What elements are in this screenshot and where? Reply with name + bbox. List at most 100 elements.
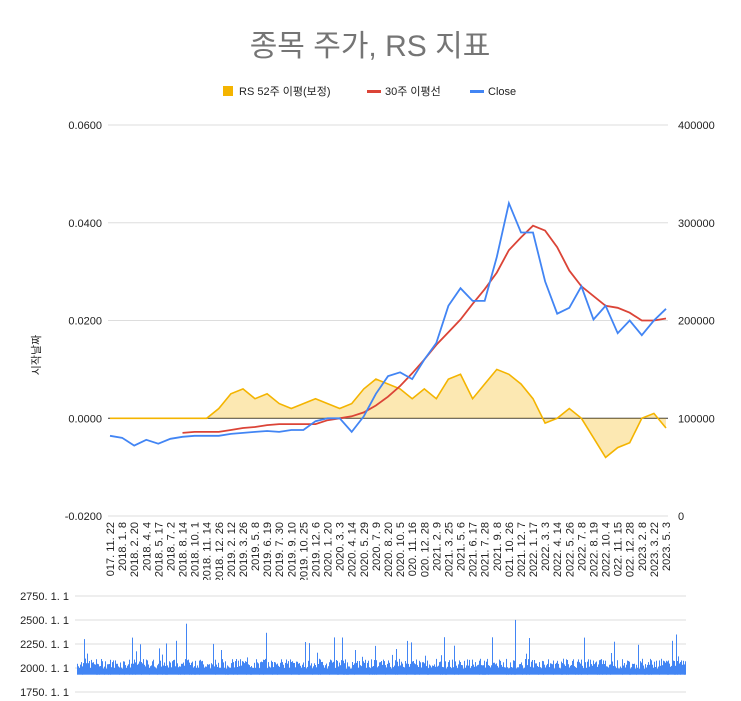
volume-bar xyxy=(658,666,659,675)
volume-bar xyxy=(126,667,127,675)
volume-bar xyxy=(323,665,324,675)
volume-bar xyxy=(680,662,681,675)
volume-bar xyxy=(544,664,545,675)
volume-bar xyxy=(564,664,565,675)
volume-bar xyxy=(433,665,434,675)
legend-swatch-rs xyxy=(223,86,233,96)
volume-bar xyxy=(510,662,511,675)
volume-bar xyxy=(382,664,383,675)
volume-bar xyxy=(275,662,276,675)
volume-bar xyxy=(647,664,648,675)
volume-bar xyxy=(468,665,469,675)
volume-bar xyxy=(214,666,215,675)
volume-bar xyxy=(350,668,351,675)
volume-bar xyxy=(128,664,129,675)
volume-bar xyxy=(448,662,449,675)
x-tick-label: 2019. 9. 10 xyxy=(286,522,298,577)
volume-bar xyxy=(240,659,241,675)
volume-bar xyxy=(357,661,358,675)
volume-bar xyxy=(591,664,592,675)
volume-bar xyxy=(587,661,588,675)
volume-bar xyxy=(498,667,499,675)
volume-bar xyxy=(209,664,210,675)
volume-bar xyxy=(483,665,484,675)
x-tick-label: 2018. 7. 2 xyxy=(165,522,177,571)
volume-bar xyxy=(337,660,338,675)
volume-bar xyxy=(391,668,392,675)
volume-bar xyxy=(493,662,494,675)
volume-bar xyxy=(425,655,426,675)
left-tick-label: 0.0600 xyxy=(68,120,102,132)
volume-bar xyxy=(594,664,595,675)
volume-bar xyxy=(310,665,311,675)
volume-bar xyxy=(606,666,607,675)
volume-bar xyxy=(259,668,260,675)
volume-bar xyxy=(622,659,623,675)
volume-bar xyxy=(414,663,415,675)
volume-bar xyxy=(119,667,120,675)
volume-bar xyxy=(542,660,543,675)
volume-bar xyxy=(685,661,686,675)
volume-bar xyxy=(148,664,149,675)
volume-bar xyxy=(568,664,569,675)
x-tick-label: 2020. 10. 5 xyxy=(395,522,407,577)
volume-bar xyxy=(628,661,629,675)
volume-bar xyxy=(232,659,233,675)
volume-bar xyxy=(570,665,571,675)
volume-bar xyxy=(233,662,234,675)
volume-bar xyxy=(303,662,304,675)
volume-bar xyxy=(673,660,674,675)
volume-bar xyxy=(682,664,683,675)
volume-bar xyxy=(395,660,396,675)
series-layer xyxy=(109,200,667,459)
volume-bar xyxy=(306,668,307,675)
x-tick-label: 2018. 10. 1 xyxy=(190,522,202,577)
volume-bar xyxy=(231,663,232,675)
volume-bar xyxy=(475,662,476,675)
x-tick-label: 022. 11. 15 xyxy=(613,522,625,576)
volume-bar xyxy=(160,660,161,675)
volume-bar xyxy=(359,661,360,675)
volume-bar xyxy=(617,660,618,675)
volume-tick-label: 2500. 1. 1 xyxy=(20,615,69,627)
volume-bar xyxy=(576,668,577,675)
volume-bar xyxy=(440,661,441,675)
volume-bar xyxy=(492,637,493,675)
volume-bar xyxy=(216,664,217,675)
volume-bar xyxy=(331,660,332,675)
volume-bar xyxy=(373,666,374,675)
volume-bar xyxy=(178,667,179,675)
volume-bar xyxy=(516,668,517,675)
volume-bar xyxy=(538,667,539,675)
volume-bar xyxy=(422,662,423,675)
volume-bar xyxy=(524,667,525,675)
volume-bar xyxy=(325,665,326,675)
volume-bar xyxy=(537,666,538,675)
volume-bar xyxy=(672,640,673,675)
volume-bar xyxy=(469,659,470,675)
volume-bar xyxy=(116,663,117,675)
volume-bar xyxy=(504,667,505,675)
volume-bar xyxy=(258,663,259,675)
volume-bar xyxy=(204,667,205,675)
volume-bar xyxy=(389,662,390,675)
volume-bar xyxy=(192,661,193,675)
volume-bar xyxy=(409,666,410,675)
volume-bar xyxy=(558,663,559,675)
volume-bar xyxy=(616,668,617,675)
volume-bar xyxy=(405,661,406,675)
x-tick-label: 2022. 8. 19 xyxy=(589,522,601,577)
volume-bar xyxy=(150,666,151,675)
volume-bar xyxy=(408,663,409,675)
volume-bar xyxy=(512,667,513,675)
volume-bar xyxy=(321,662,322,675)
volume-bar xyxy=(534,660,535,675)
volume-bar xyxy=(215,659,216,675)
volume-bar xyxy=(527,665,528,675)
volume-bar xyxy=(114,667,115,675)
volume-bar xyxy=(351,668,352,675)
volume-bar xyxy=(526,653,527,675)
volume-bar xyxy=(477,665,478,675)
x-tick-label: 2019. 12. 6 xyxy=(311,522,323,577)
volume-bar xyxy=(191,662,192,675)
